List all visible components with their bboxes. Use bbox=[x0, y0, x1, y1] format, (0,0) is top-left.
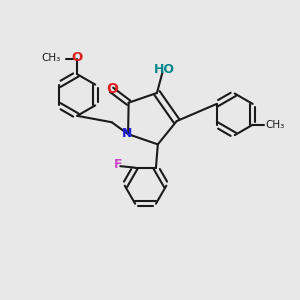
Text: CH₃: CH₃ bbox=[266, 120, 285, 130]
Text: N: N bbox=[122, 127, 133, 140]
Text: O: O bbox=[72, 51, 83, 64]
Text: HO: HO bbox=[154, 63, 175, 76]
Text: O: O bbox=[106, 82, 118, 96]
Text: CH₃: CH₃ bbox=[41, 53, 60, 63]
Text: F: F bbox=[114, 158, 122, 172]
